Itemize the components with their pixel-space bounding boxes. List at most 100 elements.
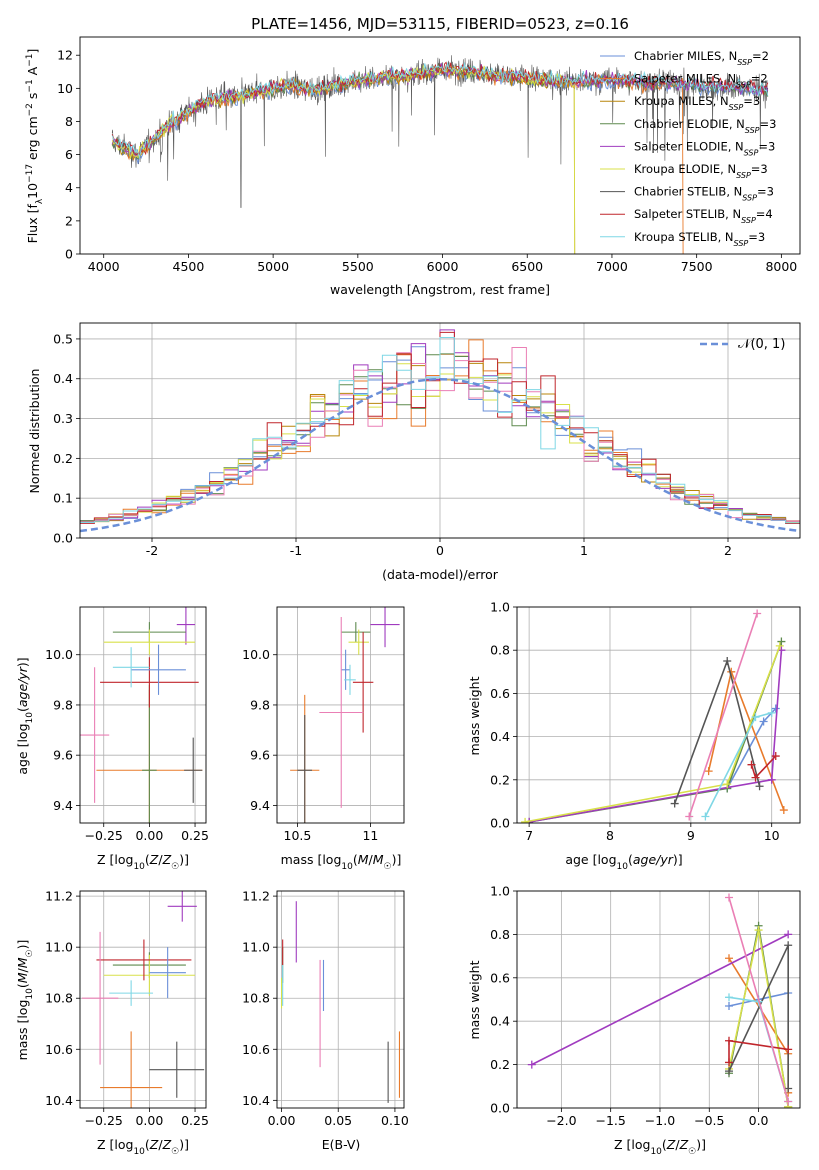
legend-subscript: SSP xyxy=(742,193,757,202)
label-part: ( xyxy=(662,1137,667,1152)
errorbar-point xyxy=(352,632,374,733)
weight-marker xyxy=(754,926,763,935)
y-tick-label: 0.6 xyxy=(490,686,510,701)
label-part: )] xyxy=(179,852,189,867)
legend-hist: 𝒩(0, 1) xyxy=(700,337,785,352)
y-tick-label: 10.6 xyxy=(45,1042,73,1057)
label-part: ☉ xyxy=(688,1147,696,1157)
axes-frame xyxy=(276,606,405,824)
label-part: mass [log xyxy=(15,1000,30,1061)
label-part: ( xyxy=(145,1137,150,1152)
weight-line xyxy=(524,645,781,823)
y-tick-label: 0.2 xyxy=(490,772,510,787)
x-tick-label: 6500 xyxy=(511,259,543,274)
y-tick-label: 9.6 xyxy=(250,748,270,763)
weight-marker xyxy=(723,780,732,789)
weight-series xyxy=(725,941,793,1093)
label-part: 10 xyxy=(25,712,35,724)
label-part: ☉ xyxy=(25,949,35,957)
label-part: ( xyxy=(145,852,150,867)
weight-marker xyxy=(755,782,764,791)
label-part: / xyxy=(369,852,374,867)
weight-marker xyxy=(784,1097,793,1106)
weight-marker xyxy=(527,1060,536,1069)
errorbar-point xyxy=(100,657,199,708)
axes-mass-vs-EBV: 0.00 0.05 0.10 10.4 10.6 10.8 11.0 11.2 xyxy=(242,889,409,1128)
label-part: ( xyxy=(353,852,358,867)
legend-text: Salpeter MILES, N xyxy=(634,72,736,86)
label-part: )] xyxy=(392,852,402,867)
histogram-step xyxy=(80,331,800,524)
legend-text: Chabrier ELODIE, N xyxy=(634,117,745,131)
y-tick-label: 0.8 xyxy=(490,643,510,658)
weight-series xyxy=(747,752,780,782)
x-tick-label: 0.00 xyxy=(135,828,163,843)
histogram-step xyxy=(80,347,800,523)
x-tick-label: 9 xyxy=(687,828,695,843)
label-part: age [log xyxy=(15,723,30,774)
label-part: )] xyxy=(15,940,30,950)
x-tick-label: −2.0 xyxy=(546,1113,576,1128)
axes-age-vs-mass: 10.5 11 9.4 9.6 9.8 10.0 xyxy=(242,606,405,843)
y-tick-label: 0.2 xyxy=(53,451,73,466)
label-part: M xyxy=(15,957,30,968)
axes-frame xyxy=(276,890,405,1109)
y-tick-label: 10.4 xyxy=(242,1093,270,1108)
label-part: age/yr xyxy=(15,666,30,707)
label-part: / xyxy=(15,967,30,972)
y-tick-label: 10 xyxy=(57,81,73,96)
weight-marker xyxy=(753,609,762,618)
weight-marker xyxy=(725,1067,734,1076)
x-tick-label: 0.00 xyxy=(135,1113,163,1128)
label-part: Z xyxy=(162,1137,172,1152)
weight-series xyxy=(685,609,762,821)
x-tick-label: 5000 xyxy=(257,259,289,274)
weight-line xyxy=(688,613,758,817)
weight-marker xyxy=(725,954,734,963)
errorbar-point xyxy=(96,939,192,981)
weight-marker xyxy=(725,893,734,902)
y-tick-label: 11.2 xyxy=(45,889,73,904)
weight-marker xyxy=(784,930,793,939)
y-tick-label: 10.8 xyxy=(45,991,73,1006)
errorbar-point xyxy=(149,947,186,999)
legend-label: Chabrier MILES, NSSP=2 xyxy=(634,49,769,67)
y-tick-label: 9.4 xyxy=(53,798,73,813)
plot-area-mass-vs-Z xyxy=(81,891,205,1108)
weight-series xyxy=(725,1036,793,1067)
label-part: s xyxy=(25,93,40,104)
legend-text: =4 xyxy=(756,207,773,221)
legend-text: =3 xyxy=(751,162,768,176)
weight-marker xyxy=(771,704,780,713)
weight-marker xyxy=(751,773,760,782)
weight-marker xyxy=(784,1045,793,1054)
label-part: −17 xyxy=(25,164,35,183)
y-tick-label: 9.8 xyxy=(53,697,73,712)
histogram-step xyxy=(80,363,800,524)
x-tick-label: 8000 xyxy=(765,259,797,274)
normal-curve xyxy=(80,377,800,533)
errorbar-point xyxy=(184,737,203,803)
legend-label: Chabrier ELODIE, NSSP=3 xyxy=(634,117,776,135)
x-tick-label: −0.5 xyxy=(694,1113,724,1128)
legend-text: =3 xyxy=(748,230,765,244)
label-part: )] xyxy=(15,657,30,667)
y-tick-label: 0.0 xyxy=(490,816,510,831)
legend-spectrum: Chabrier MILES, NSSP=2 Salpeter MILES, N S… xyxy=(600,49,776,247)
legend-text: Kroupa ELODIE, N xyxy=(634,162,736,176)
legend-text: Kroupa MILES, N xyxy=(634,94,729,108)
errorbar-point xyxy=(370,607,400,648)
legend-label: Kroupa ELODIE, NSSP=3 xyxy=(634,162,768,180)
errorbar-point xyxy=(297,715,313,823)
errorbar-point xyxy=(167,891,197,922)
axes-age-vs-Z: −0.25 0.00 0.25 9.4 9.6 9.8 10.0 xyxy=(45,606,209,843)
weight-marker xyxy=(704,767,713,776)
label-part: Z xyxy=(162,852,172,867)
legend-text: =3 xyxy=(758,139,775,153)
label-part: Z xyxy=(149,852,159,867)
y-tick-label: 11.0 xyxy=(45,940,73,955)
y-tick-label: 0 xyxy=(65,247,73,262)
label-part: 10 xyxy=(133,1147,145,1157)
y-tick-label: 9.6 xyxy=(53,748,73,763)
axes-weight-vs-Z: −2.0 −1.5 −1.0 −0.5 0.0 0.0 0.2 0.4 0.6 0.8 1.0 xyxy=(490,884,801,1128)
